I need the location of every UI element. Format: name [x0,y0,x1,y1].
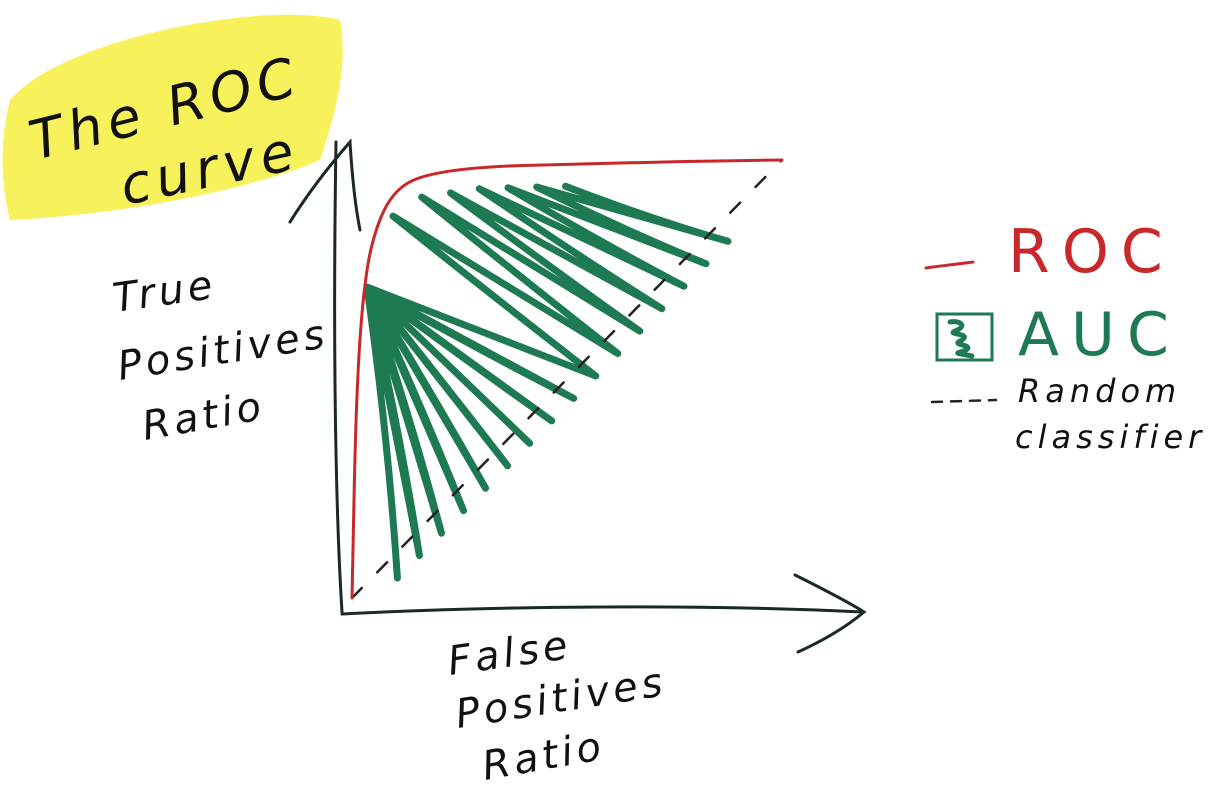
legend-random-label-line-2: classifier [1015,418,1206,456]
y-axis-label-line-1: True [110,262,219,322]
legend-item-roc: ROC [924,217,1175,287]
roc-curve-line [350,158,784,600]
y-axis-label: True Positives Ratio [110,262,331,450]
legend-auc-swatch-box [935,312,994,362]
legend-random-swatch [930,398,998,404]
auc-hatch-strokes [363,182,732,582]
y-axis-label-line-2: Positives [114,311,331,390]
y-axis-label-line-3: Ratio [139,383,269,450]
x-axis-line [340,605,864,616]
y-axis-line [333,140,344,614]
x-axis-label: False Positives Ratio [445,622,669,790]
title-highlight [2,14,343,221]
legend-auc-swatch-hatch [947,319,975,359]
legend-item-random-classifier: Random classifier [930,372,1206,456]
y-axis-arrowhead [288,138,362,232]
legend-roc-swatch [924,260,975,270]
legend-auc-label: AUC [1018,300,1181,370]
x-axis-arrowhead [793,573,867,654]
legend: ROC AUC Random classifier [924,217,1206,456]
legend-roc-label: ROC [1008,217,1175,287]
legend-item-auc: AUC [935,300,1181,370]
axes-group [288,138,867,654]
x-axis-label-line-3: Ratio [479,723,609,790]
title-group: The ROC curve [2,14,343,221]
auc-area-hatch [363,182,732,582]
random-classifier-line [350,158,784,600]
legend-random-label-line-1: Random [1018,372,1181,410]
